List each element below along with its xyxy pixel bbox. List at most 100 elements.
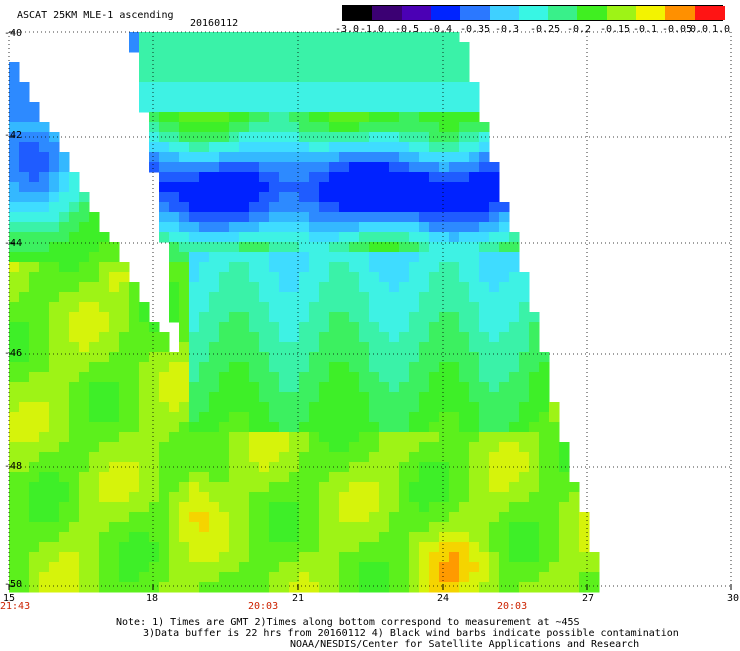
data-cell [219, 152, 230, 163]
data-cell [379, 392, 390, 403]
data-cell [259, 462, 270, 473]
data-cell [319, 492, 330, 503]
data-cell [249, 482, 260, 493]
data-cell [9, 492, 20, 503]
data-cell [79, 522, 90, 533]
data-cell [489, 262, 500, 273]
data-cell [219, 202, 230, 213]
data-cell [189, 372, 200, 383]
data-cell [239, 532, 250, 543]
data-cell [469, 512, 480, 523]
data-cell [389, 122, 400, 133]
data-cell [39, 382, 50, 393]
data-cell [499, 262, 510, 273]
data-cell [229, 522, 240, 533]
data-cell [199, 242, 210, 253]
data-cell [409, 182, 420, 193]
data-cell [79, 252, 90, 263]
data-cell [349, 52, 360, 63]
data-cell [189, 242, 200, 253]
data-cell [29, 382, 40, 393]
data-cell [129, 562, 140, 573]
data-cell [29, 562, 40, 573]
data-cell [389, 382, 400, 393]
data-cell [429, 92, 440, 103]
data-cell [339, 292, 350, 303]
data-cell [449, 322, 460, 333]
data-cell [329, 482, 340, 493]
data-cell [309, 492, 320, 503]
lat-label: -44 [4, 238, 23, 249]
data-cell [189, 512, 200, 523]
data-cell [109, 452, 120, 463]
data-cell [199, 582, 210, 593]
data-cell [349, 192, 360, 203]
data-cell [119, 302, 130, 313]
data-cell [559, 542, 570, 553]
data-cell [509, 452, 520, 463]
data-cell [89, 442, 100, 453]
data-cell [389, 282, 400, 293]
data-cell [319, 62, 330, 73]
data-cell [429, 192, 440, 203]
data-cell [369, 512, 380, 523]
data-cell [479, 512, 490, 523]
data-cell [29, 102, 40, 113]
data-cell [29, 232, 40, 243]
data-cell [249, 302, 260, 313]
data-cell [269, 292, 280, 303]
data-cell [289, 432, 300, 443]
data-cell [59, 392, 70, 403]
data-cell [429, 382, 440, 393]
data-cell [209, 532, 220, 543]
data-cell [279, 482, 290, 493]
data-cell [239, 342, 250, 353]
data-cell [439, 492, 450, 503]
data-cell [269, 62, 280, 73]
data-cell [269, 82, 280, 93]
data-cell [369, 332, 380, 343]
data-cell [189, 232, 200, 243]
data-cell [69, 322, 80, 333]
data-cell [219, 462, 230, 473]
data-cell [419, 52, 430, 63]
colorbar-tick-label: -1.0 [360, 24, 385, 35]
data-cell [439, 312, 450, 323]
data-cell [509, 242, 520, 253]
data-cell [129, 352, 140, 363]
data-cell [259, 392, 270, 403]
data-cell [199, 372, 210, 383]
data-cell [59, 202, 70, 213]
data-cell [439, 292, 450, 303]
data-cell [299, 82, 310, 93]
data-cell [349, 202, 360, 213]
data-cell [259, 252, 270, 263]
data-cell [529, 542, 540, 553]
data-cell [79, 322, 90, 333]
data-cell [409, 342, 420, 353]
data-cell [469, 572, 480, 583]
data-cell [409, 442, 420, 453]
data-cell [59, 322, 70, 333]
data-cell [469, 432, 480, 443]
data-cell [179, 392, 190, 403]
data-cell [339, 542, 350, 553]
data-cell [489, 482, 500, 493]
data-cell [169, 442, 180, 453]
data-cell [199, 122, 210, 133]
data-cell [579, 562, 590, 573]
data-cell [239, 372, 250, 383]
data-cell [109, 482, 120, 493]
data-cell [359, 332, 370, 343]
data-cell [299, 232, 310, 243]
data-cell [369, 262, 380, 273]
data-cell [469, 352, 480, 363]
data-cell [29, 462, 40, 473]
data-cell [159, 442, 170, 453]
data-cell [259, 522, 270, 533]
data-cell [359, 182, 370, 193]
data-cell [189, 402, 200, 413]
data-cell [319, 32, 330, 43]
data-cell [29, 522, 40, 533]
data-cell [269, 192, 280, 203]
